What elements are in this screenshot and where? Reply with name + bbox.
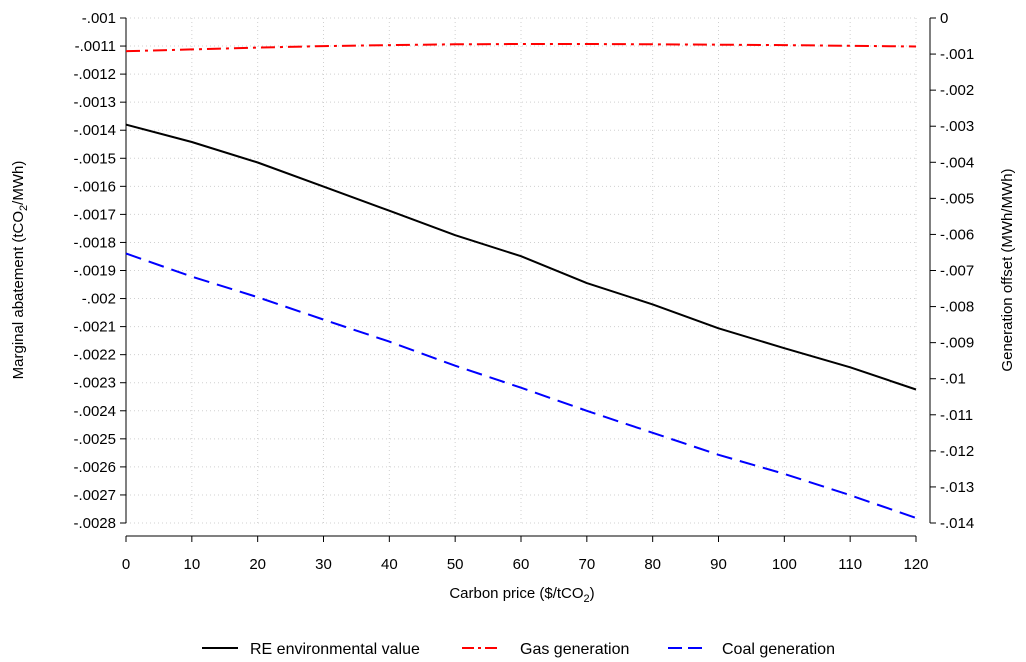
x-tick-label: 120 — [903, 556, 928, 573]
right-y-tick-label: -.009 — [940, 335, 974, 352]
x-tick-label: 0 — [122, 556, 130, 573]
left-y-axis-title: Marginal abatement (tCO2/MWh) — [10, 161, 30, 380]
right-y-axis-title: Generation offset (MWh/MWh) — [999, 168, 1016, 371]
left-y-tick-label: -.0026 — [73, 459, 116, 476]
left-y-tick-label: -.0017 — [73, 206, 116, 223]
right-y-axis: 0 -.001 -.002 -.003 -.004 -.005 -.006 -.007 -.00… — [930, 10, 974, 532]
left-y-tick-label: -.002 — [82, 291, 116, 308]
right-y-tick-label: -.01 — [940, 371, 966, 388]
left-y-axis: -.001 -.0011 -.0012 -.0013 -.0014 -.0015 -.001… — [73, 10, 126, 532]
right-y-tick-label: -.007 — [940, 263, 974, 280]
legend-label: Coal generation — [722, 641, 835, 658]
x-tick-label: 30 — [315, 556, 332, 573]
series-line-re-environmental-value — [125, 123, 917, 391]
right-y-tick-label: -.002 — [940, 82, 974, 99]
right-y-tick-label: 0 — [940, 10, 948, 27]
x-tick-label: 110 — [838, 556, 862, 573]
left-y-tick-label: -.0021 — [73, 319, 116, 336]
right-y-tick-label: -.008 — [940, 299, 974, 316]
right-y-tick-label: -.012 — [940, 443, 974, 460]
legend-label: Gas generation — [520, 641, 629, 658]
left-y-tick-label: -.0018 — [73, 234, 116, 251]
x-tick-label: 90 — [710, 556, 727, 573]
right-y-tick-label: -.005 — [940, 190, 974, 207]
series-line-gas-generation — [125, 43, 917, 53]
left-y-tick-label: -.0019 — [73, 263, 116, 280]
series-line-coal-generation — [125, 252, 917, 519]
x-tick-label: 40 — [381, 556, 398, 573]
left-y-tick-label: -.0022 — [73, 347, 116, 364]
left-y-tick-label: -.0012 — [73, 66, 116, 83]
right-y-tick-label: -.011 — [940, 407, 973, 424]
grid-lines — [126, 17, 917, 524]
right-y-tick-label: -.003 — [940, 118, 974, 135]
series-layer — [125, 43, 917, 519]
right-y-tick-label: -.004 — [940, 154, 974, 171]
right-y-tick-label: -.014 — [940, 515, 974, 532]
x-tick-label: 10 — [183, 556, 200, 573]
legend: RE environmental value Gas generation Coal… — [202, 641, 835, 658]
x-tick-label: 70 — [578, 556, 595, 573]
left-y-tick-label: -.0024 — [73, 403, 116, 420]
right-y-tick-label: -.006 — [940, 226, 974, 243]
left-y-tick-label: -.0023 — [73, 375, 116, 392]
left-y-tick-label: -.0025 — [73, 431, 116, 448]
x-axis-title: Carbon price ($/tCO2) — [449, 585, 594, 605]
left-y-tick-label: -.0027 — [73, 487, 116, 504]
x-tick-label: 60 — [513, 556, 530, 573]
left-y-tick-label: -.001 — [82, 10, 116, 27]
left-y-tick-label: -.0011 — [75, 38, 116, 55]
right-y-tick-label: -.001 — [940, 46, 974, 63]
right-y-tick-label: -.013 — [940, 479, 974, 496]
legend-label: RE environmental value — [250, 641, 420, 658]
x-tick-label: 50 — [447, 556, 464, 573]
left-y-tick-label: -.0028 — [73, 515, 116, 532]
x-tick-label: 80 — [644, 556, 661, 573]
left-y-tick-label: -.0014 — [73, 122, 116, 139]
x-tick-label: 20 — [249, 556, 266, 573]
left-y-tick-label: -.0015 — [73, 150, 116, 167]
left-y-tick-label: -.0016 — [73, 178, 116, 195]
x-tick-label: 100 — [772, 556, 797, 573]
left-y-tick-label: -.0013 — [73, 94, 116, 111]
x-axis: 0 10 20 30 40 50 60 70 80 90 100 110 120 — [122, 536, 929, 573]
